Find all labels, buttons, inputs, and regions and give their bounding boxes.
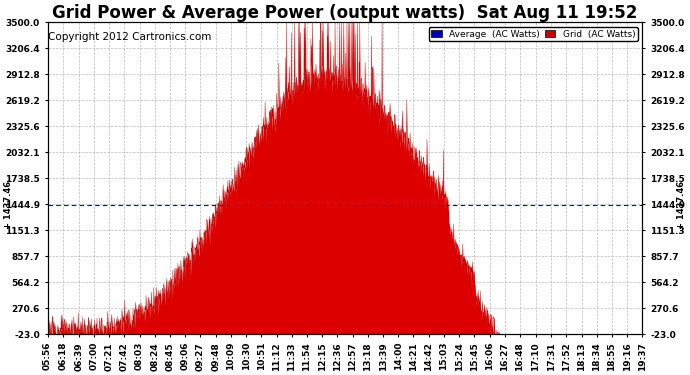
Text: + 1437.46: + 1437.46: [4, 181, 13, 229]
Text: Copyright 2012 Cartronics.com: Copyright 2012 Cartronics.com: [48, 32, 212, 42]
Legend: Average  (AC Watts), Grid  (AC Watts): Average (AC Watts), Grid (AC Watts): [428, 27, 638, 41]
Text: + 1437.46: + 1437.46: [677, 181, 686, 229]
Title: Grid Power & Average Power (output watts)  Sat Aug 11 19:52: Grid Power & Average Power (output watts…: [52, 4, 638, 22]
